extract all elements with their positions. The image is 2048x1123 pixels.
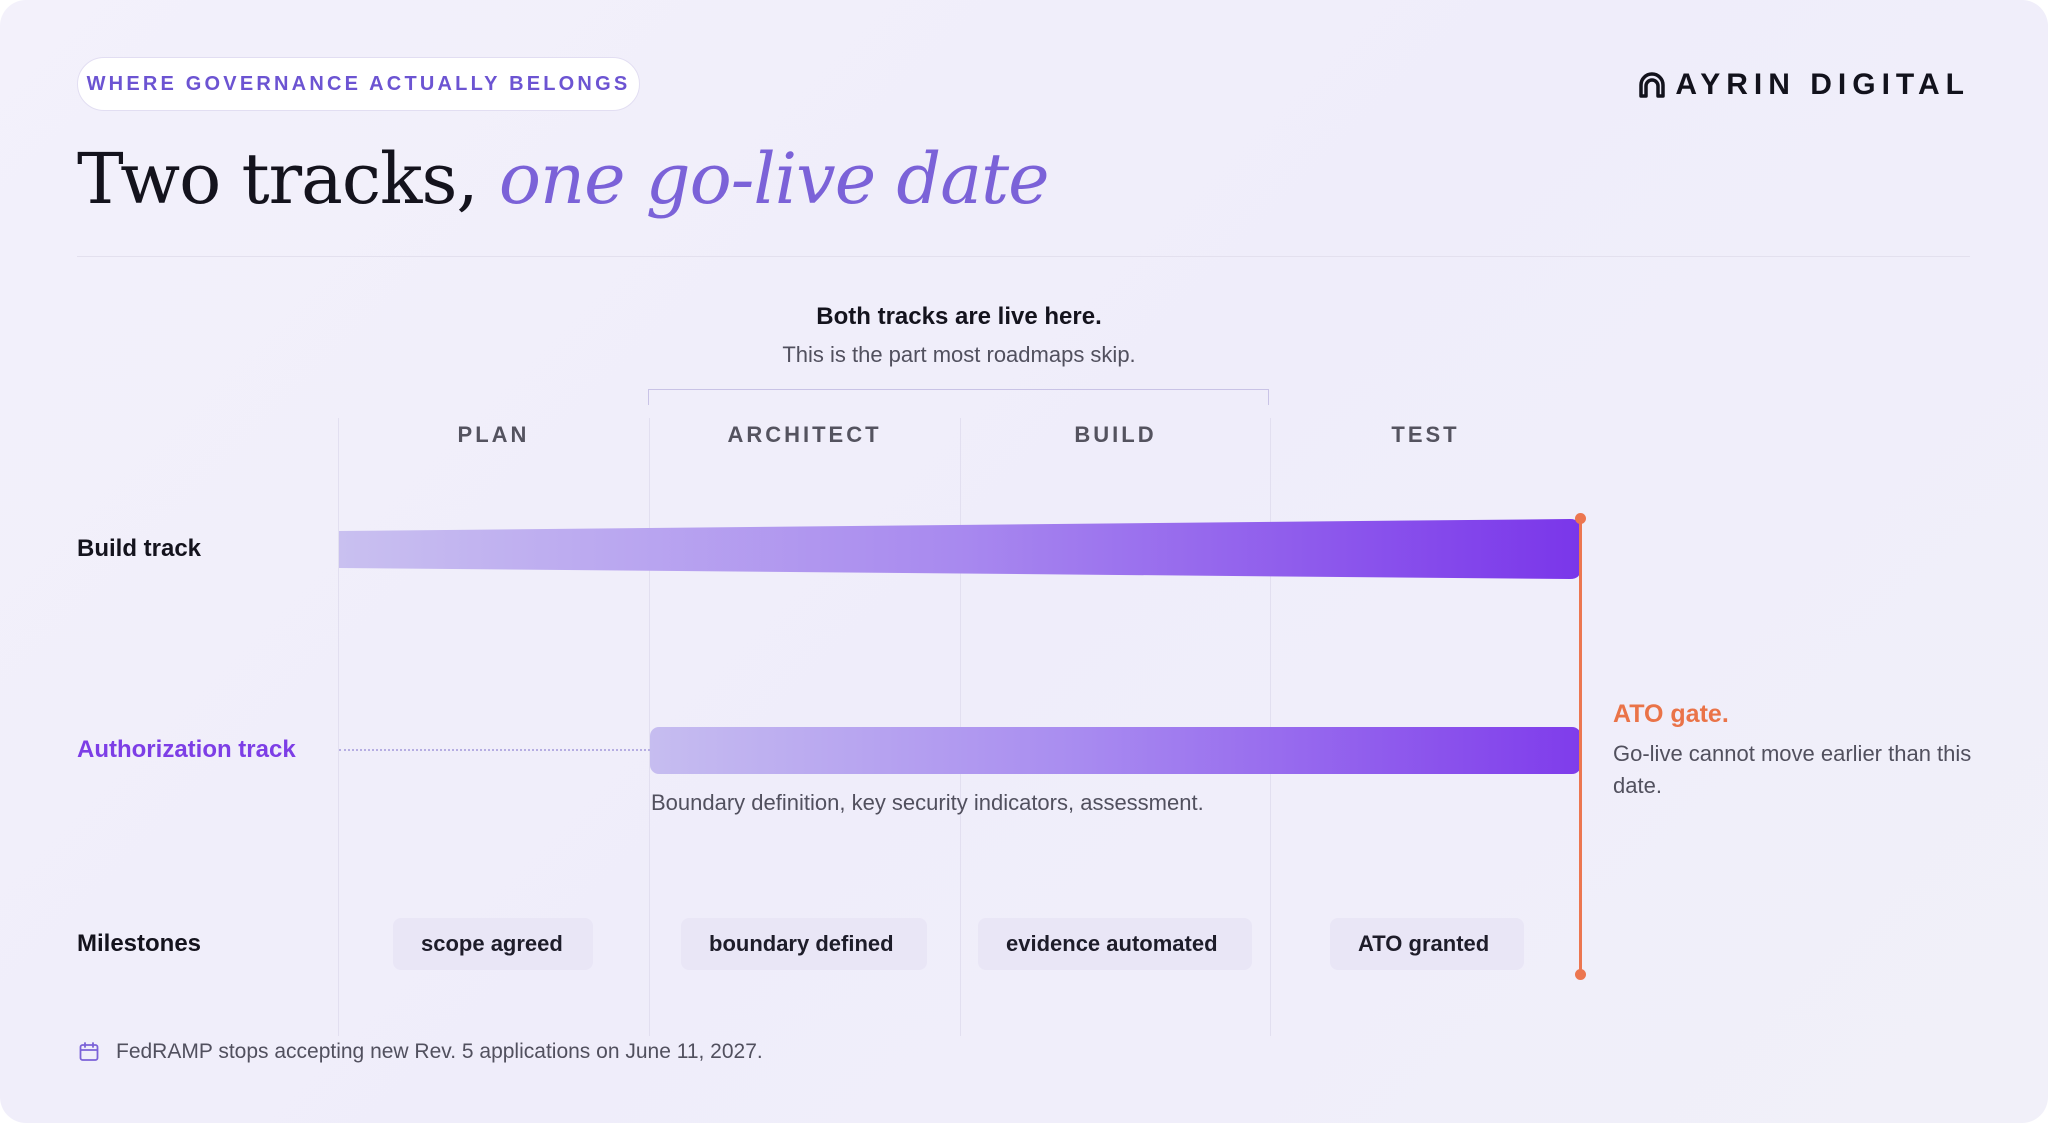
phase-label-plan: PLAN — [457, 422, 530, 447]
milestone-chip-evidence-automated: evidence automated — [978, 918, 1252, 970]
phase-label-test: TEST — [1391, 422, 1460, 447]
milestone-label: scope agreed — [421, 931, 563, 956]
overlap-bracket — [648, 389, 1269, 405]
row-label-milestones: Milestones — [77, 930, 202, 957]
authorization-track-bar — [650, 727, 1581, 774]
authorization-lead-in-line — [339, 749, 650, 751]
milestone-label: boundary defined — [709, 931, 894, 956]
callout-subtitle: This is the part most roadmaps skip. — [782, 342, 1136, 367]
build-track-bar — [339, 519, 1581, 579]
ato-gate-top-dot — [1575, 513, 1586, 524]
phase-label-architect: ARCHITECT — [727, 422, 882, 447]
ato-gate-text: Go-live cannot move earlier than this da… — [1613, 741, 1972, 798]
ato-gate-bottom-dot — [1575, 969, 1586, 980]
grid-line-architect-start — [649, 418, 650, 1036]
row-label-authorization: Authorization track — [77, 736, 296, 763]
arch-logo-icon — [1639, 72, 1666, 98]
milestone-chip-ato-granted: ATO granted — [1330, 918, 1524, 970]
eyebrow-badge: WHERE GOVERNANCE ACTUALLY BELONGS — [77, 57, 640, 111]
milestone-label: ATO granted — [1358, 931, 1490, 956]
title-plain: Two tracks, — [77, 138, 499, 220]
grid-line-plan-start — [338, 418, 339, 1036]
milestone-label: evidence automated — [1006, 931, 1218, 956]
ato-gate-title: ATO gate. — [1613, 700, 1729, 728]
callout-title: Both tracks are live here. — [816, 303, 1102, 330]
brand-name: AYRIN DIGITAL — [1675, 68, 1970, 101]
footnote-text: FedRAMP stops accepting new Rev. 5 appli… — [116, 1040, 763, 1063]
page-title: Two tracks, one go-live date — [77, 138, 1049, 220]
milestone-chip-scope-agreed: scope agreed — [393, 918, 593, 970]
footnote: FedRAMP stops accepting new Rev. 5 appli… — [78, 1040, 763, 1064]
title-divider — [77, 256, 1970, 257]
milestone-chip-boundary-defined: boundary defined — [681, 918, 927, 970]
calendar-icon — [79, 1042, 99, 1061]
ato-gate-line — [1579, 518, 1582, 974]
authorization-description: Boundary definition, key security indica… — [651, 790, 1204, 815]
brand-logo: AYRIN DIGITAL — [1637, 68, 1970, 102]
row-label-build: Build track — [77, 535, 202, 562]
title-accent: one go-live date — [498, 138, 1050, 220]
phase-label-build: BUILD — [1074, 422, 1157, 447]
